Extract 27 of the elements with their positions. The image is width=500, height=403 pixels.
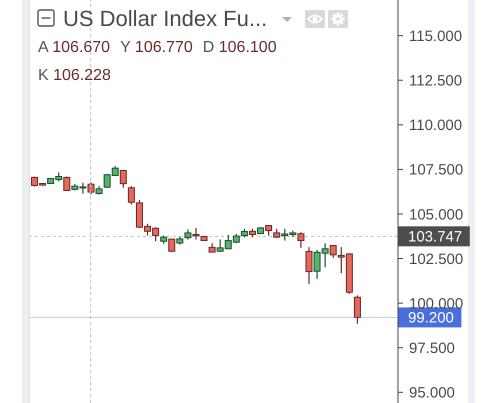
candlestick — [184, 228, 192, 240]
candlestick — [168, 238, 176, 252]
annotation: A 106.670 — [38, 39, 110, 56]
y-tick-label: 112.500 — [409, 72, 462, 90]
y-tick-label: 115.000 — [409, 28, 462, 45]
candlestick — [120, 169, 127, 188]
ref-line-label: 99.200 — [408, 310, 454, 327]
candlestick — [192, 227, 200, 240]
candlestick — [297, 232, 304, 248]
candlestick — [305, 246, 312, 284]
y-tick-label: 95.000 — [409, 384, 455, 402]
annotation: Y 106.770 — [120, 39, 193, 56]
y-tick-label: 102.500 — [409, 250, 464, 268]
y-tick-label: 107.500 — [409, 162, 464, 179]
annotation: D 106.100 — [202, 39, 277, 56]
candlestick — [63, 176, 70, 192]
candlestick — [128, 186, 135, 206]
candlestick — [88, 182, 95, 195]
y-tick-label: 105.000 — [409, 206, 464, 224]
ref-line-label: 103.747 — [408, 228, 462, 246]
candlestick — [273, 228, 280, 238]
chart-title: US Dollar Index Fu... — [63, 6, 268, 31]
annotation: K 106.228 — [38, 67, 111, 84]
candlestick — [265, 224, 272, 236]
candlestick — [354, 294, 361, 324]
y-tick-label: 110.000 — [409, 117, 462, 134]
y-tick-label: 97.500 — [409, 340, 455, 358]
